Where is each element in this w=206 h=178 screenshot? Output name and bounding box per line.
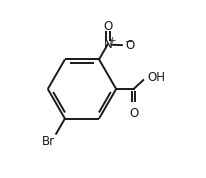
Text: O: O [126, 39, 135, 52]
Text: N: N [103, 38, 112, 51]
Text: OH: OH [147, 71, 165, 84]
Text: +: + [108, 36, 115, 45]
Text: −: − [125, 37, 134, 47]
Text: O: O [129, 107, 138, 120]
Text: O: O [103, 20, 112, 33]
Text: Br: Br [42, 135, 55, 148]
